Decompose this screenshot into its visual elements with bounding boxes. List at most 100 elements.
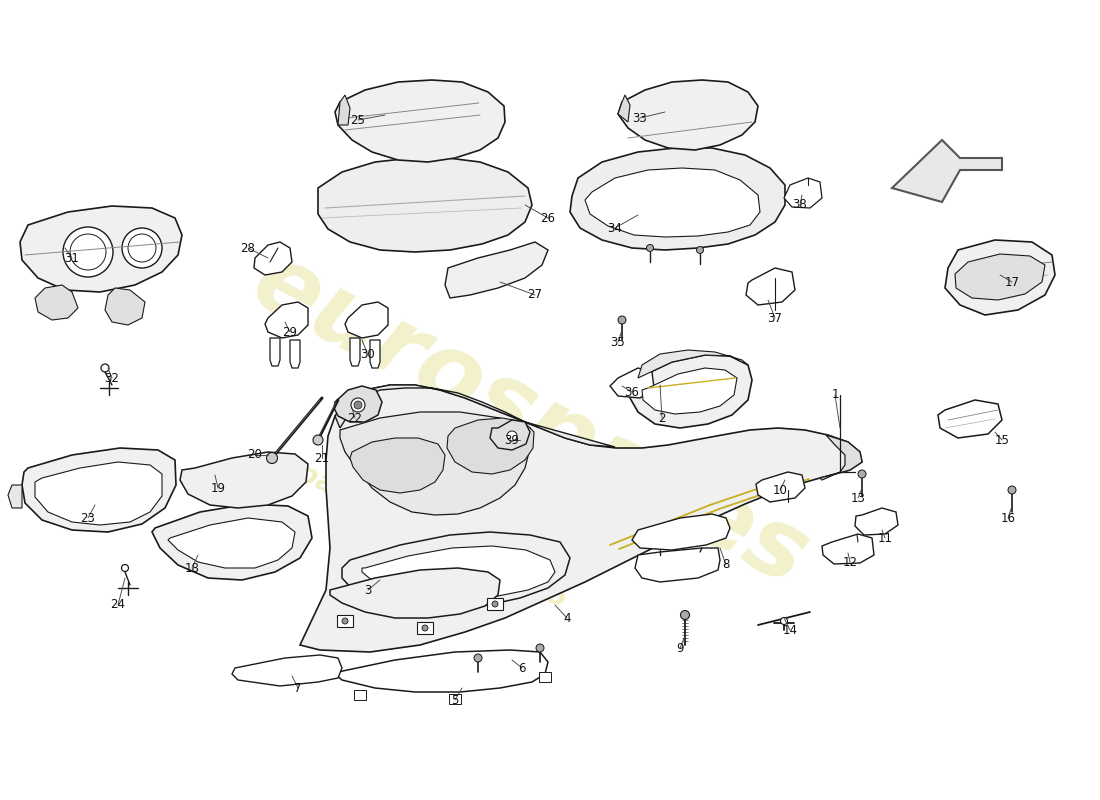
Circle shape (314, 435, 323, 445)
Polygon shape (232, 655, 342, 686)
Polygon shape (447, 418, 534, 474)
Polygon shape (318, 158, 532, 252)
Polygon shape (446, 242, 548, 298)
Text: 26: 26 (540, 211, 556, 225)
Polygon shape (610, 368, 654, 398)
Circle shape (681, 610, 690, 619)
Text: 14: 14 (782, 623, 797, 637)
Text: 31: 31 (65, 251, 79, 265)
Text: 38: 38 (793, 198, 807, 211)
Circle shape (858, 470, 866, 478)
Circle shape (121, 565, 129, 571)
Polygon shape (330, 568, 500, 618)
Text: 18: 18 (185, 562, 199, 574)
Polygon shape (938, 400, 1002, 438)
Text: 22: 22 (348, 411, 363, 425)
Text: 19: 19 (210, 482, 225, 494)
Polygon shape (945, 240, 1055, 315)
Text: 6: 6 (518, 662, 526, 674)
Circle shape (507, 431, 517, 441)
Circle shape (354, 401, 362, 409)
Circle shape (1008, 486, 1016, 494)
Polygon shape (892, 140, 1002, 202)
Polygon shape (370, 340, 379, 368)
Circle shape (422, 625, 428, 631)
Polygon shape (490, 420, 530, 450)
Text: 29: 29 (283, 326, 297, 338)
Polygon shape (618, 80, 758, 150)
Polygon shape (746, 268, 795, 305)
Circle shape (342, 618, 348, 624)
Polygon shape (820, 435, 862, 480)
Text: 32: 32 (104, 371, 120, 385)
Circle shape (122, 228, 162, 268)
Polygon shape (354, 690, 366, 700)
Polygon shape (336, 80, 505, 162)
Text: 7: 7 (295, 682, 301, 694)
Circle shape (696, 246, 704, 254)
Circle shape (474, 654, 482, 662)
Circle shape (101, 364, 109, 372)
Polygon shape (270, 338, 280, 366)
Polygon shape (35, 285, 78, 320)
Polygon shape (618, 95, 630, 122)
Polygon shape (635, 548, 720, 582)
Polygon shape (756, 472, 805, 502)
Polygon shape (642, 368, 737, 414)
Polygon shape (290, 340, 300, 368)
Text: 4: 4 (563, 611, 571, 625)
Circle shape (536, 644, 544, 652)
Circle shape (63, 227, 113, 277)
Polygon shape (336, 650, 548, 692)
Polygon shape (638, 350, 748, 378)
Polygon shape (539, 672, 551, 682)
Text: 3: 3 (364, 583, 372, 597)
Text: 39: 39 (505, 434, 519, 446)
Polygon shape (822, 534, 875, 564)
Circle shape (618, 316, 626, 324)
Polygon shape (337, 615, 353, 627)
Text: 1: 1 (832, 389, 838, 402)
Text: 34: 34 (607, 222, 623, 234)
Polygon shape (350, 438, 446, 493)
Text: 8: 8 (723, 558, 729, 571)
Circle shape (492, 601, 498, 607)
Polygon shape (168, 518, 295, 568)
Text: a passion since 1985: a passion since 1985 (267, 446, 572, 614)
Text: 9: 9 (676, 642, 684, 654)
Text: 23: 23 (80, 511, 96, 525)
Polygon shape (345, 302, 388, 338)
Text: 28: 28 (241, 242, 255, 254)
Polygon shape (487, 598, 503, 610)
Polygon shape (180, 452, 308, 508)
Polygon shape (340, 412, 530, 515)
Text: eurospares: eurospares (236, 234, 824, 606)
Polygon shape (350, 338, 360, 366)
Text: 37: 37 (768, 311, 782, 325)
Polygon shape (338, 95, 350, 125)
Polygon shape (955, 254, 1045, 300)
Polygon shape (632, 514, 730, 550)
Circle shape (781, 618, 788, 625)
Text: 33: 33 (632, 111, 648, 125)
Polygon shape (570, 148, 785, 250)
Polygon shape (585, 168, 760, 237)
Polygon shape (22, 448, 176, 532)
Polygon shape (336, 385, 615, 447)
Polygon shape (300, 385, 862, 652)
Circle shape (266, 453, 277, 463)
Text: 13: 13 (850, 491, 866, 505)
Polygon shape (342, 532, 570, 608)
Text: 24: 24 (110, 598, 125, 611)
Text: 30: 30 (361, 349, 375, 362)
Circle shape (70, 234, 106, 270)
Text: 5: 5 (451, 694, 459, 706)
Text: 16: 16 (1001, 511, 1015, 525)
Polygon shape (630, 355, 752, 428)
Text: 12: 12 (843, 555, 858, 569)
Polygon shape (152, 504, 312, 580)
Text: 15: 15 (994, 434, 1010, 446)
Polygon shape (855, 508, 898, 535)
Polygon shape (35, 462, 162, 525)
Polygon shape (784, 178, 822, 208)
